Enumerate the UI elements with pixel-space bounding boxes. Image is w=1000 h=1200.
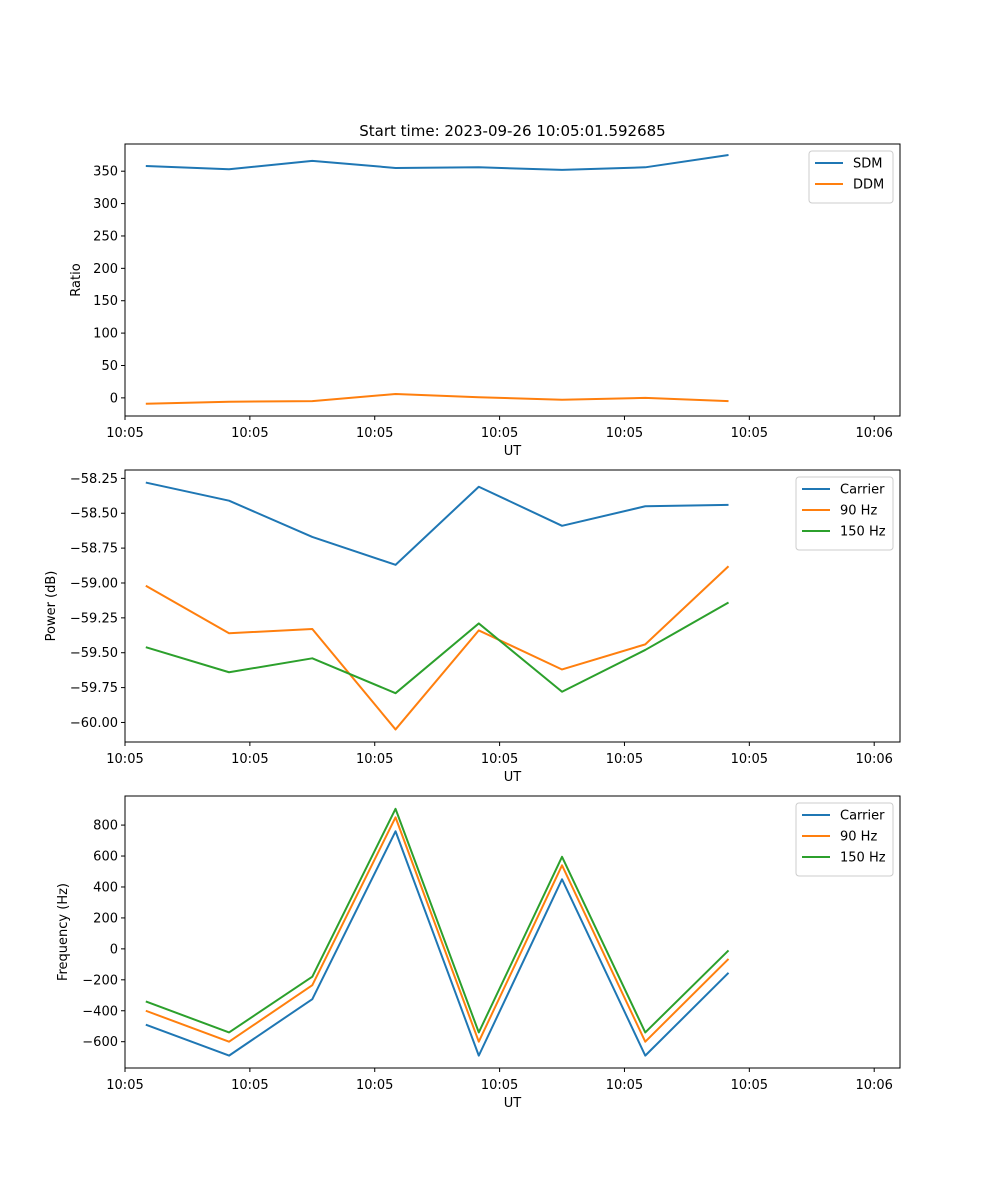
y-tick-label: 300 [93,197,118,212]
x-tick-label: 10:05 [356,1078,393,1093]
y-tick-label: −60.00 [70,716,118,731]
series-line-90-hz [145,816,730,1043]
y-tick-label: −58.75 [70,542,118,557]
y-tick-label: −58.50 [70,507,118,522]
y-tick-label: 0 [110,391,118,406]
y-tick-label: 800 [93,819,118,834]
series-line-150-hz [145,807,730,1034]
x-tick-label: 10:05 [731,426,768,441]
legend: SDM DDM [808,150,894,204]
axes-frame [124,143,901,417]
panel-3: −600 −400 −200 0 200 400 600 800 10:05 10:05 10:05… [56,795,901,1111]
y-axis-label: Frequency (Hz) [56,883,71,981]
y-tick-label: 0 [110,942,118,957]
x-tick-label: 10:05 [356,426,393,441]
y-tick-label: −400 [82,1004,118,1019]
x-tick-label: 10:05 [481,752,518,767]
x-tick-label: 10:06 [855,752,892,767]
x-tick-label: 10:05 [106,426,143,441]
series-line-90-hz [145,565,730,731]
x-tick-label: 10:05 [356,752,393,767]
legend-label-carrier: Carrier [840,809,885,824]
x-tick-label: 10:05 [606,426,643,441]
series-line-ddm [145,392,729,405]
y-tick-label: 100 [93,327,118,342]
panels: 0 50 100 150 200 250 300 350 10:05 10:05 10:05 10:0… [44,143,901,1111]
y-tick-label: 50 [101,359,118,374]
y-axis-label: Ratio [69,263,84,296]
y-tick-label: 200 [93,911,118,926]
legend-label-sdm: SDM [853,157,882,172]
x-tick-label: 10:05 [481,1078,518,1093]
x-tick-label: 10:05 [231,752,268,767]
legend-label-150-hz: 150 Hz [840,851,886,866]
panel-2: −60.00 −59.75 −59.50 −59.25 −59.00 −58.75 −58.… [44,469,901,785]
panel-1: 0 50 100 150 200 250 300 350 10:05 10:05 10:05 10:0… [69,143,901,459]
x-tick-label: 10:05 [731,752,768,767]
y-tick-label: −600 [82,1035,118,1050]
legend: Carrier 90 Hz 150 Hz [795,476,894,551]
legend-label-ddm: DDM [853,178,884,193]
series-line-carrier [145,830,730,1057]
y-tick-label: −59.25 [70,611,118,626]
x-tick-label: 10:05 [231,1078,268,1093]
x-tick-label: 10:05 [731,1078,768,1093]
y-tick-label: 200 [93,262,118,277]
x-tick-label: 10:05 [231,426,268,441]
y-tick-label: −58.25 [70,472,118,487]
x-axis-label: UT [504,1096,522,1111]
series-line-150-hz [145,601,730,695]
y-tick-label: 400 [93,880,118,895]
y-tick-label: 600 [93,850,118,865]
x-axis-label: UT [504,444,522,459]
series-line-carrier [145,481,729,566]
legend-label-carrier: Carrier [840,483,885,498]
y-axis-label: Power (dB) [44,571,59,642]
x-tick-label: 10:05 [106,752,143,767]
legend-label-90-hz: 90 Hz [840,830,877,845]
x-tick-label: 10:05 [606,752,643,767]
legend-label-150-hz: 150 Hz [840,525,886,540]
legend-label-90-hz: 90 Hz [840,504,877,519]
y-tick-label: −59.00 [70,576,118,591]
x-tick-label: 10:05 [481,426,518,441]
y-tick-label: 250 [93,229,118,244]
x-tick-label: 10:05 [106,1078,143,1093]
x-tick-label: 10:05 [606,1078,643,1093]
x-tick-label: 10:06 [855,426,892,441]
y-tick-label: −200 [82,973,118,988]
y-tick-label: −59.50 [70,646,118,661]
axes-frame [124,469,901,743]
legend: Carrier 90 Hz 150 Hz [795,802,894,877]
x-tick-label: 10:06 [855,1078,892,1093]
figure-title: Start time: 2023-09-26 10:05:01.592685 [359,122,665,140]
y-tick-label: 150 [93,294,118,309]
y-tick-label: 350 [93,165,118,180]
y-tick-label: −59.75 [70,681,118,696]
series-line-sdm [145,154,729,171]
axes-frame [124,795,901,1069]
x-axis-label: UT [504,770,522,785]
